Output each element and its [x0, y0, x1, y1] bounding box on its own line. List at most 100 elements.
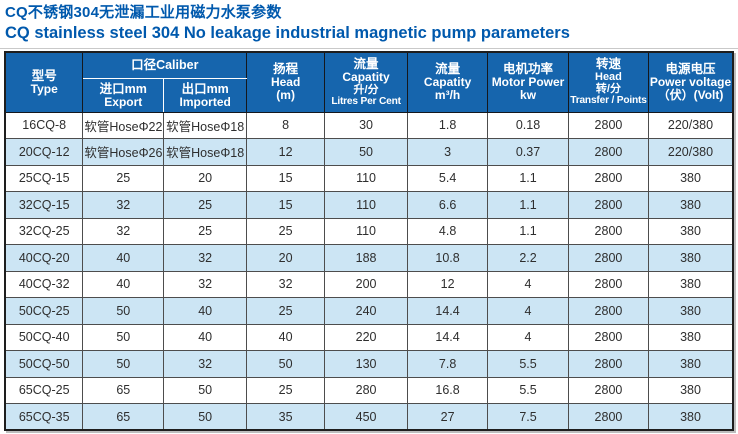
- cell-outlet: 40: [163, 297, 248, 325]
- cell-type: 65CQ-25: [4, 376, 84, 404]
- cell-speed: 2800: [567, 138, 650, 166]
- cell-voltage: 380: [648, 270, 734, 298]
- cell-capacity_m3h: 6.6: [407, 191, 489, 219]
- col-header-capacity-m3h: 流量 Capatity m³/h: [407, 51, 489, 113]
- table-row: 40CQ-20 40 32 20 188 10.8 2.2 2800 380: [4, 244, 734, 272]
- cell-capacity_m3h: 27: [407, 403, 489, 431]
- cell-outlet: 25: [163, 217, 248, 245]
- cell-voltage: 380: [648, 297, 734, 325]
- cell-motor_power: 4: [487, 323, 569, 351]
- cell-head: 15: [246, 191, 326, 219]
- cell-capacity_m3h: 5.4: [407, 164, 489, 192]
- cell-voltage: 380: [648, 191, 734, 219]
- cell-type: 40CQ-20: [4, 244, 84, 272]
- cell-voltage: 220/380: [648, 111, 734, 139]
- cell-outlet: 32: [163, 244, 248, 272]
- cell-inlet: 32: [82, 191, 165, 219]
- cell-capacity_m3h: 3: [407, 138, 489, 166]
- cell-motor_power: 7.5: [487, 403, 569, 431]
- cell-head: 25: [246, 217, 326, 245]
- cell-head: 25: [246, 376, 326, 404]
- cell-outlet: 32: [163, 270, 248, 298]
- cell-capacity_m3h: 1.8: [407, 111, 489, 139]
- cell-outlet: 50: [163, 403, 248, 431]
- cell-capacity_lpm: 220: [324, 323, 409, 351]
- table-row: 50CQ-25 50 40 25 240 14.4 4 2800 380: [4, 297, 734, 325]
- cell-speed: 2800: [567, 164, 650, 192]
- cell-motor_power: 0.37: [487, 138, 569, 166]
- cell-outlet: 软管HoseΦ18: [163, 138, 248, 166]
- table-header: 型号 Type 口径Caliber 扬程 Head (m) 流量 Capatit…: [4, 51, 734, 113]
- cell-speed: 2800: [567, 111, 650, 139]
- cell-capacity_lpm: 50: [324, 138, 409, 166]
- cell-head: 40: [246, 323, 326, 351]
- cell-inlet: 50: [82, 323, 165, 351]
- pump-parameters-table: 型号 Type 口径Caliber 扬程 Head (m) 流量 Capatit…: [4, 51, 734, 431]
- cell-type: 65CQ-35: [4, 403, 84, 431]
- cell-motor_power: 5.5: [487, 350, 569, 378]
- cell-capacity_lpm: 110: [324, 164, 409, 192]
- cell-outlet: 32: [163, 350, 248, 378]
- cell-head: 50: [246, 350, 326, 378]
- cell-capacity_m3h: 12: [407, 270, 489, 298]
- cell-inlet: 50: [82, 297, 165, 325]
- cell-speed: 2800: [567, 191, 650, 219]
- table-row: 50CQ-40 50 40 40 220 14.4 4 2800 380: [4, 323, 734, 351]
- cell-speed: 2800: [567, 244, 650, 272]
- table-row: 25CQ-15 25 20 15 110 5.4 1.1 2800 380: [4, 164, 734, 192]
- table-row: 65CQ-25 65 50 25 280 16.8 5.5 2800 380: [4, 376, 734, 404]
- col-header-inlet: 进口mm Export: [82, 78, 165, 113]
- cell-capacity_m3h: 14.4: [407, 297, 489, 325]
- cell-type: 50CQ-40: [4, 323, 84, 351]
- table-row: 32CQ-15 32 25 15 110 6.6 1.1 2800 380: [4, 191, 734, 219]
- cell-voltage: 380: [648, 403, 734, 431]
- table-body: 16CQ-8 软管HoseΦ22 软管HoseΦ18 8 30 1.8 0.18 2800 22…: [4, 111, 734, 431]
- col-header-type: 型号 Type: [4, 51, 84, 113]
- cell-voltage: 220/380: [648, 138, 734, 166]
- cell-speed: 2800: [567, 297, 650, 325]
- cell-head: 8: [246, 111, 326, 139]
- cell-motor_power: 4: [487, 270, 569, 298]
- cell-inlet: 65: [82, 376, 165, 404]
- col-header-capacity-lpm: 流量 Capatity 升/分 Litres Per Cent: [324, 51, 409, 113]
- cell-capacity_lpm: 200: [324, 270, 409, 298]
- cell-motor_power: 2.2: [487, 244, 569, 272]
- cell-capacity_m3h: 7.8: [407, 350, 489, 378]
- cell-voltage: 380: [648, 217, 734, 245]
- cell-capacity_lpm: 110: [324, 217, 409, 245]
- page-title-zh: CQ不锈钢304无泄漏工业用磁力水泵参数: [5, 4, 282, 21]
- cell-voltage: 380: [648, 376, 734, 404]
- col-header-head: 扬程 Head (m): [246, 51, 326, 113]
- cell-motor_power: 0.18: [487, 111, 569, 139]
- col-header-speed: 转速 Head 转/分 Transfer / Points: [567, 51, 650, 113]
- cell-capacity_lpm: 30: [324, 111, 409, 139]
- cell-outlet: 50: [163, 376, 248, 404]
- cell-motor_power: 1.1: [487, 164, 569, 192]
- cell-motor_power: 4: [487, 297, 569, 325]
- title-block: CQ不锈钢304无泄漏工业用磁力水泵参数 CQ stainless steel …: [0, 0, 738, 44]
- cell-capacity_lpm: 280: [324, 376, 409, 404]
- cell-type: 50CQ-25: [4, 297, 84, 325]
- col-header-voltage: 电源电压 Power voltage （伏）(Volt): [648, 51, 734, 113]
- cell-head: 15: [246, 164, 326, 192]
- cell-inlet: 65: [82, 403, 165, 431]
- cell-inlet: 40: [82, 270, 165, 298]
- title-divider: [0, 48, 738, 49]
- col-header-motor-power: 电机功率 Motor Power kw: [487, 51, 569, 113]
- cell-type: 32CQ-15: [4, 191, 84, 219]
- cell-inlet: 50: [82, 350, 165, 378]
- table-row: 16CQ-8 软管HoseΦ22 软管HoseΦ18 8 30 1.8 0.18 2800 22…: [4, 111, 734, 139]
- col-header-type-zh: 型号: [31, 68, 57, 83]
- cell-outlet: 20: [163, 164, 248, 192]
- cell-outlet: 25: [163, 191, 248, 219]
- cell-inlet: 软管HoseΦ22: [82, 111, 165, 139]
- cell-speed: 2800: [567, 350, 650, 378]
- cell-capacity_lpm: 130: [324, 350, 409, 378]
- cell-speed: 2800: [567, 323, 650, 351]
- cell-capacity_lpm: 450: [324, 403, 409, 431]
- cell-outlet: 40: [163, 323, 248, 351]
- cell-motor_power: 5.5: [487, 376, 569, 404]
- page-title-en: CQ stainless steel 304 No leakage indust…: [5, 24, 570, 42]
- cell-speed: 2800: [567, 403, 650, 431]
